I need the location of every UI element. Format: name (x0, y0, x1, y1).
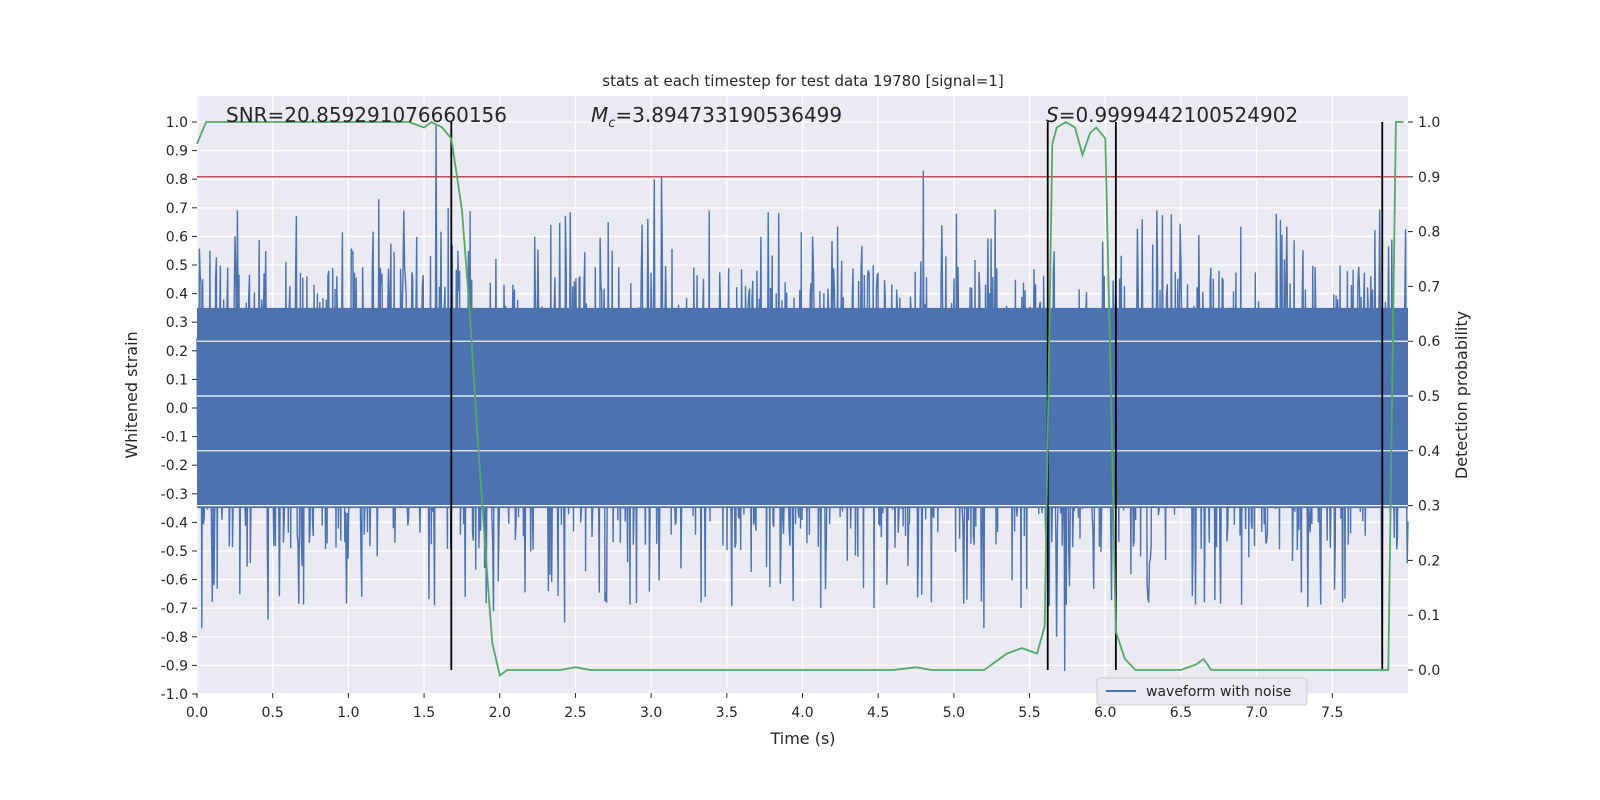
y2-tick-label: 0.7 (1418, 279, 1440, 295)
y-tick-label: 0.7 (166, 201, 188, 217)
x-tick-label: 2.0 (489, 705, 511, 721)
y2-tick-label: 0.8 (1418, 225, 1440, 241)
chirp-mass-annotation: Mc=3.894733190536499 (591, 103, 842, 131)
y-tick-label: 0.9 (166, 144, 188, 160)
y-ticks: -1.0 -0.9 -0.8 -0.7 -0.6 -0.5 -0.4 -0.3 -0.2 -0.1… (161, 115, 197, 703)
y-tick-label: -1.0 (161, 687, 188, 703)
x-tick-label: 2.5 (564, 705, 586, 721)
x-tick-label: 6.5 (1170, 705, 1192, 721)
x-ticks: 0.0 0.5 1.0 1.5 2.0 2.5 3.0 3.5 4.0 4.5 5.0 5.5 6.0 6… (186, 693, 1343, 721)
x-tick-label: 5.0 (943, 705, 965, 721)
y-tick-label: 0.2 (166, 344, 188, 360)
x-tick-label: 0.5 (262, 705, 284, 721)
y-tick-label: -0.9 (161, 658, 188, 674)
x-tick-label: 4.0 (791, 705, 813, 721)
y2-tick-label: 0.0 (1418, 663, 1440, 679)
legend: waveform with noise (1096, 677, 1308, 706)
x-tick-label: 4.5 (867, 705, 889, 721)
y2-tick-label: 0.9 (1418, 170, 1440, 186)
y-tick-label: 0.0 (166, 401, 188, 417)
snr-annotation: SNR=20.859291076660156 (226, 103, 507, 127)
x-tick-label: 3.0 (640, 705, 662, 721)
y-tick-label: -0.7 (161, 601, 188, 617)
y-tick-label: 0.3 (166, 315, 188, 331)
y2-tick-label: 0.3 (1418, 499, 1440, 515)
y-tick-label: -0.6 (161, 573, 188, 589)
x-tick-label: 7.5 (1321, 705, 1343, 721)
mc-symbol: M (591, 103, 608, 127)
x-tick-label: 1.5 (413, 705, 435, 721)
y-tick-label: 0.8 (166, 172, 188, 188)
y2-axis-label: Detection probability (1452, 311, 1471, 479)
y2-tick-label: 0.4 (1418, 444, 1440, 460)
s-value: =0.9999442100524902 (1059, 103, 1298, 127)
y2-tick-label: 0.6 (1418, 334, 1440, 350)
score-annotation: S=0.9999442100524902 (1046, 103, 1298, 127)
x-tick-label: 0.0 (186, 705, 208, 721)
legend-label: waveform with noise (1146, 684, 1291, 700)
y2-ticks: 0.0 0.1 0.2 0.3 0.4 0.5 0.6 0.7 0.8 0.9 1.0 (1408, 115, 1440, 679)
chart-title: stats at each timestep for test data 197… (602, 72, 1003, 90)
y-tick-label: 0.4 (166, 287, 188, 303)
y-tick-label: 0.5 (166, 258, 188, 274)
x-tick-label: 5.5 (1018, 705, 1040, 721)
x-tick-label: 1.0 (337, 705, 359, 721)
y2-tick-label: 0.5 (1418, 389, 1440, 405)
x-tick-label: 6.0 (1094, 705, 1116, 721)
s-symbol: S (1046, 103, 1059, 127)
probability-series (196, 120, 1404, 678)
x-axis-label: Time (s) (769, 729, 835, 748)
y-tick-label: -0.2 (161, 458, 188, 474)
y-tick-label: -0.3 (161, 487, 188, 503)
x-tick-label: 7.0 (1245, 705, 1267, 721)
y-tick-label: -0.5 (161, 544, 188, 560)
legend-box (1096, 677, 1308, 706)
probability-line (196, 120, 1404, 678)
y-tick-label: -0.8 (161, 630, 188, 646)
y2-tick-label: 0.1 (1418, 608, 1440, 624)
y2-tick-label: 1.0 (1418, 115, 1440, 131)
y-axis-label: Whitened strain (122, 331, 141, 458)
mc-subscript: c (608, 116, 615, 131)
y-tick-label: 0.1 (166, 372, 188, 388)
waveform-series (196, 124, 1409, 672)
x-tick-label: 3.5 (716, 705, 738, 721)
y-tick-label: -0.4 (161, 515, 188, 531)
y-tick-label: -0.1 (161, 430, 188, 446)
y-tick-label: 0.6 (166, 229, 188, 245)
y-tick-label: 1.0 (166, 115, 188, 131)
mc-value: =3.894733190536499 (615, 103, 842, 127)
y2-tick-label: 0.2 (1418, 553, 1440, 569)
waveform-dense-band (197, 307, 1408, 509)
